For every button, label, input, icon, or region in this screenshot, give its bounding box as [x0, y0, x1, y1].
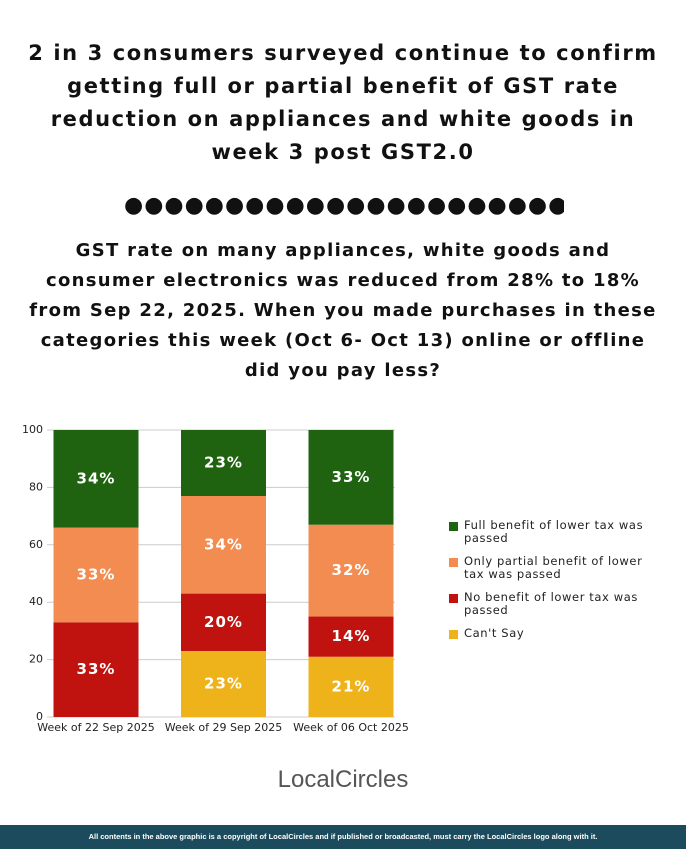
data-label: 32% [332, 561, 371, 579]
legend-swatch [449, 630, 458, 639]
logo: LocalCircles [277, 766, 409, 793]
y-tick-label: 20 [29, 653, 43, 666]
bar-segment [181, 593, 266, 651]
footer: All contents in the above graphic is a c… [0, 825, 686, 849]
data-label: 23% [204, 454, 243, 472]
y-tick-label: 100 [22, 423, 43, 436]
legend-label: No benefit of lower tax was passed [464, 590, 638, 617]
x-tick-label: Week of 22 Sep 2025 [37, 721, 154, 734]
data-label: 33% [332, 468, 371, 486]
y-tick-label: 0 [36, 710, 43, 723]
bar-segment [308, 656, 394, 717]
legend-swatch [449, 558, 458, 567]
y-tick-label: 80 [29, 480, 43, 493]
bar-segment [308, 524, 394, 617]
bar-segment [53, 430, 139, 528]
data-label: 21% [332, 677, 371, 695]
y-tick-label: 60 [29, 538, 43, 551]
bar-segment [181, 430, 266, 497]
legend: Full benefit of lower tax was passed Only… [449, 519, 664, 663]
bar-segment [181, 650, 266, 717]
legend-swatch [449, 594, 458, 603]
legend-item: Can't Say [449, 627, 664, 663]
x-tick-label: Week of 06 Oct 2025 [293, 721, 409, 734]
data-label: 23% [204, 674, 243, 692]
data-label: 34% [77, 469, 116, 487]
legend-item: Only partial benefit of lower tax was pa… [449, 555, 664, 591]
title: 2 in 3 consumers surveyed continue to co… [28, 41, 658, 164]
data-label: 14% [332, 627, 371, 645]
y-tick-label: 40 [29, 595, 43, 608]
data-label: 34% [204, 535, 243, 553]
data-label: 33% [77, 660, 116, 678]
bar-segment [181, 496, 266, 594]
legend-swatch [449, 522, 458, 531]
divider: ●●●●●●●●●●●●●●●●●●●●●●●●●●●●●●●●●●●●●●●●… [124, 193, 564, 218]
legend-item: Full benefit of lower tax was passed [449, 519, 664, 555]
bar-segment [53, 527, 139, 623]
data-label: 33% [77, 565, 116, 583]
bar-segment [308, 616, 394, 657]
subtitle: GST rate on many appliances, white goods… [29, 240, 657, 381]
bar-segment [308, 430, 394, 525]
legend-label: Can't Say [464, 626, 525, 640]
legend-item: No benefit of lower tax was passed [449, 591, 664, 627]
bar-segment [53, 622, 139, 717]
x-tick-label: Week of 29 Sep 2025 [165, 721, 282, 734]
data-label: 20% [204, 613, 243, 631]
legend-label: Only partial benefit of lower tax was pa… [464, 554, 643, 581]
legend-label: Full benefit of lower tax was passed [464, 518, 644, 545]
